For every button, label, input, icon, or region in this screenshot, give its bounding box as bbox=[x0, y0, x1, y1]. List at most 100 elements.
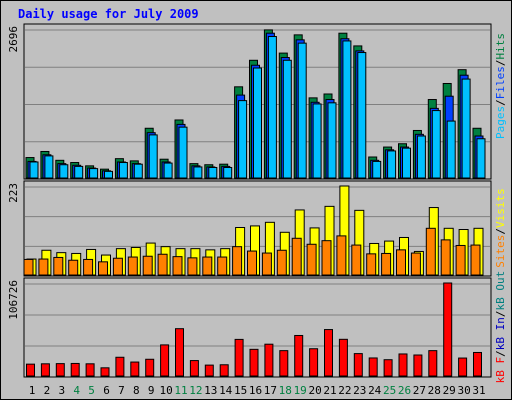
pages-bar bbox=[282, 59, 292, 179]
pages-bar bbox=[372, 160, 382, 179]
pages-bar bbox=[461, 78, 471, 179]
day-label: 21 bbox=[323, 384, 336, 397]
sites-bar bbox=[455, 244, 466, 276]
middle-max-label: 223 bbox=[7, 183, 20, 203]
day-label: 16 bbox=[249, 384, 262, 397]
sites-bar bbox=[217, 256, 228, 276]
pages-bar bbox=[446, 120, 456, 179]
pages-bar bbox=[74, 165, 84, 179]
pages-bar bbox=[178, 126, 188, 179]
kbf-bar bbox=[398, 353, 408, 377]
day-label: 10 bbox=[159, 384, 172, 397]
sites-bar bbox=[38, 258, 49, 276]
kbf-bar bbox=[55, 363, 65, 377]
sites-bar bbox=[351, 244, 362, 276]
day-label: 1 bbox=[29, 384, 36, 397]
kbf-bar bbox=[368, 357, 378, 377]
day-label: 27 bbox=[413, 384, 426, 397]
kbf-bar bbox=[428, 350, 438, 377]
kbf-bar bbox=[249, 348, 259, 377]
pages-bar bbox=[104, 170, 113, 179]
legend-separator: / bbox=[494, 60, 507, 67]
kbf-bar bbox=[473, 351, 482, 377]
kbf-bar bbox=[413, 354, 423, 377]
pages-bar bbox=[327, 102, 337, 179]
day-label: 7 bbox=[118, 384, 125, 397]
kbf-bar bbox=[70, 362, 80, 377]
sites-bar bbox=[276, 249, 287, 276]
sites-bar bbox=[291, 237, 302, 276]
pages-bar bbox=[267, 36, 277, 179]
sites-bar bbox=[83, 258, 94, 276]
day-label: 31 bbox=[472, 384, 485, 397]
pages-bar bbox=[312, 103, 322, 179]
day-label: 29 bbox=[443, 384, 456, 397]
legend-pages: Pages bbox=[494, 106, 507, 139]
kbf-bar bbox=[40, 363, 50, 377]
sites-bar bbox=[247, 250, 257, 276]
pages-bar bbox=[133, 163, 143, 179]
legend-separator: / bbox=[494, 99, 507, 106]
day-label: 8 bbox=[133, 384, 140, 397]
day-label: 9 bbox=[148, 384, 155, 397]
day-label: 4 bbox=[73, 384, 80, 397]
day-label: 26 bbox=[398, 384, 411, 397]
sites-bar bbox=[127, 256, 138, 276]
sites-bar bbox=[425, 227, 436, 276]
legend-separator: / bbox=[494, 228, 507, 235]
day-label: 20 bbox=[308, 384, 321, 397]
kbf-bar bbox=[338, 338, 348, 377]
sites-bar bbox=[68, 259, 79, 276]
sites-bar bbox=[53, 256, 64, 276]
pages-bar bbox=[342, 40, 352, 179]
pages-bar bbox=[357, 52, 367, 179]
pages-bar bbox=[118, 162, 128, 179]
sites-bar bbox=[410, 252, 421, 276]
kbf-bar bbox=[160, 344, 170, 377]
sites-bar bbox=[112, 257, 123, 276]
top-max-label: 2696 bbox=[7, 26, 20, 53]
day-label: 22 bbox=[338, 384, 351, 397]
sites-bar bbox=[381, 252, 392, 276]
pages-bar bbox=[297, 42, 307, 179]
kbf-bar bbox=[100, 367, 110, 377]
pages-bar bbox=[208, 166, 218, 179]
kbf-bar bbox=[383, 359, 393, 377]
kbf-bar bbox=[443, 282, 453, 377]
kbf-bar bbox=[189, 360, 199, 377]
kbf-bar bbox=[264, 343, 274, 377]
day-label: 15 bbox=[234, 384, 247, 397]
day-label: 13 bbox=[204, 384, 217, 397]
kbf-bar bbox=[279, 350, 289, 377]
sites-bar bbox=[142, 255, 153, 276]
legend-sites: Sites bbox=[494, 235, 507, 268]
kbf-bar bbox=[458, 357, 468, 377]
kbf-bar bbox=[219, 364, 229, 377]
kbf-bar bbox=[309, 348, 319, 377]
legend-files: Files bbox=[494, 66, 507, 99]
day-label: 19 bbox=[294, 384, 307, 397]
kbf-bar bbox=[130, 361, 140, 377]
pages-bar bbox=[431, 110, 441, 179]
pages-bar bbox=[44, 155, 54, 179]
kbf-bar bbox=[294, 334, 304, 377]
legend-visits: Visits bbox=[494, 188, 507, 228]
day-label: 5 bbox=[88, 384, 95, 397]
day-label: 3 bbox=[58, 384, 65, 397]
kbf-bar bbox=[204, 364, 214, 377]
pages-bar bbox=[476, 138, 486, 179]
pages-bar bbox=[29, 161, 39, 179]
sites-bar bbox=[306, 243, 317, 276]
pages-bar bbox=[387, 150, 397, 179]
chart-title: Daily usage for July 2009 bbox=[18, 7, 199, 21]
day-label: 2 bbox=[44, 384, 51, 397]
pages-bar bbox=[163, 162, 173, 179]
pages-bar bbox=[238, 100, 248, 179]
sites-bar bbox=[202, 256, 213, 276]
sites-bar bbox=[470, 244, 481, 276]
day-label: 25 bbox=[383, 384, 396, 397]
kbf-bar bbox=[145, 358, 155, 377]
sites-bar bbox=[232, 246, 243, 276]
